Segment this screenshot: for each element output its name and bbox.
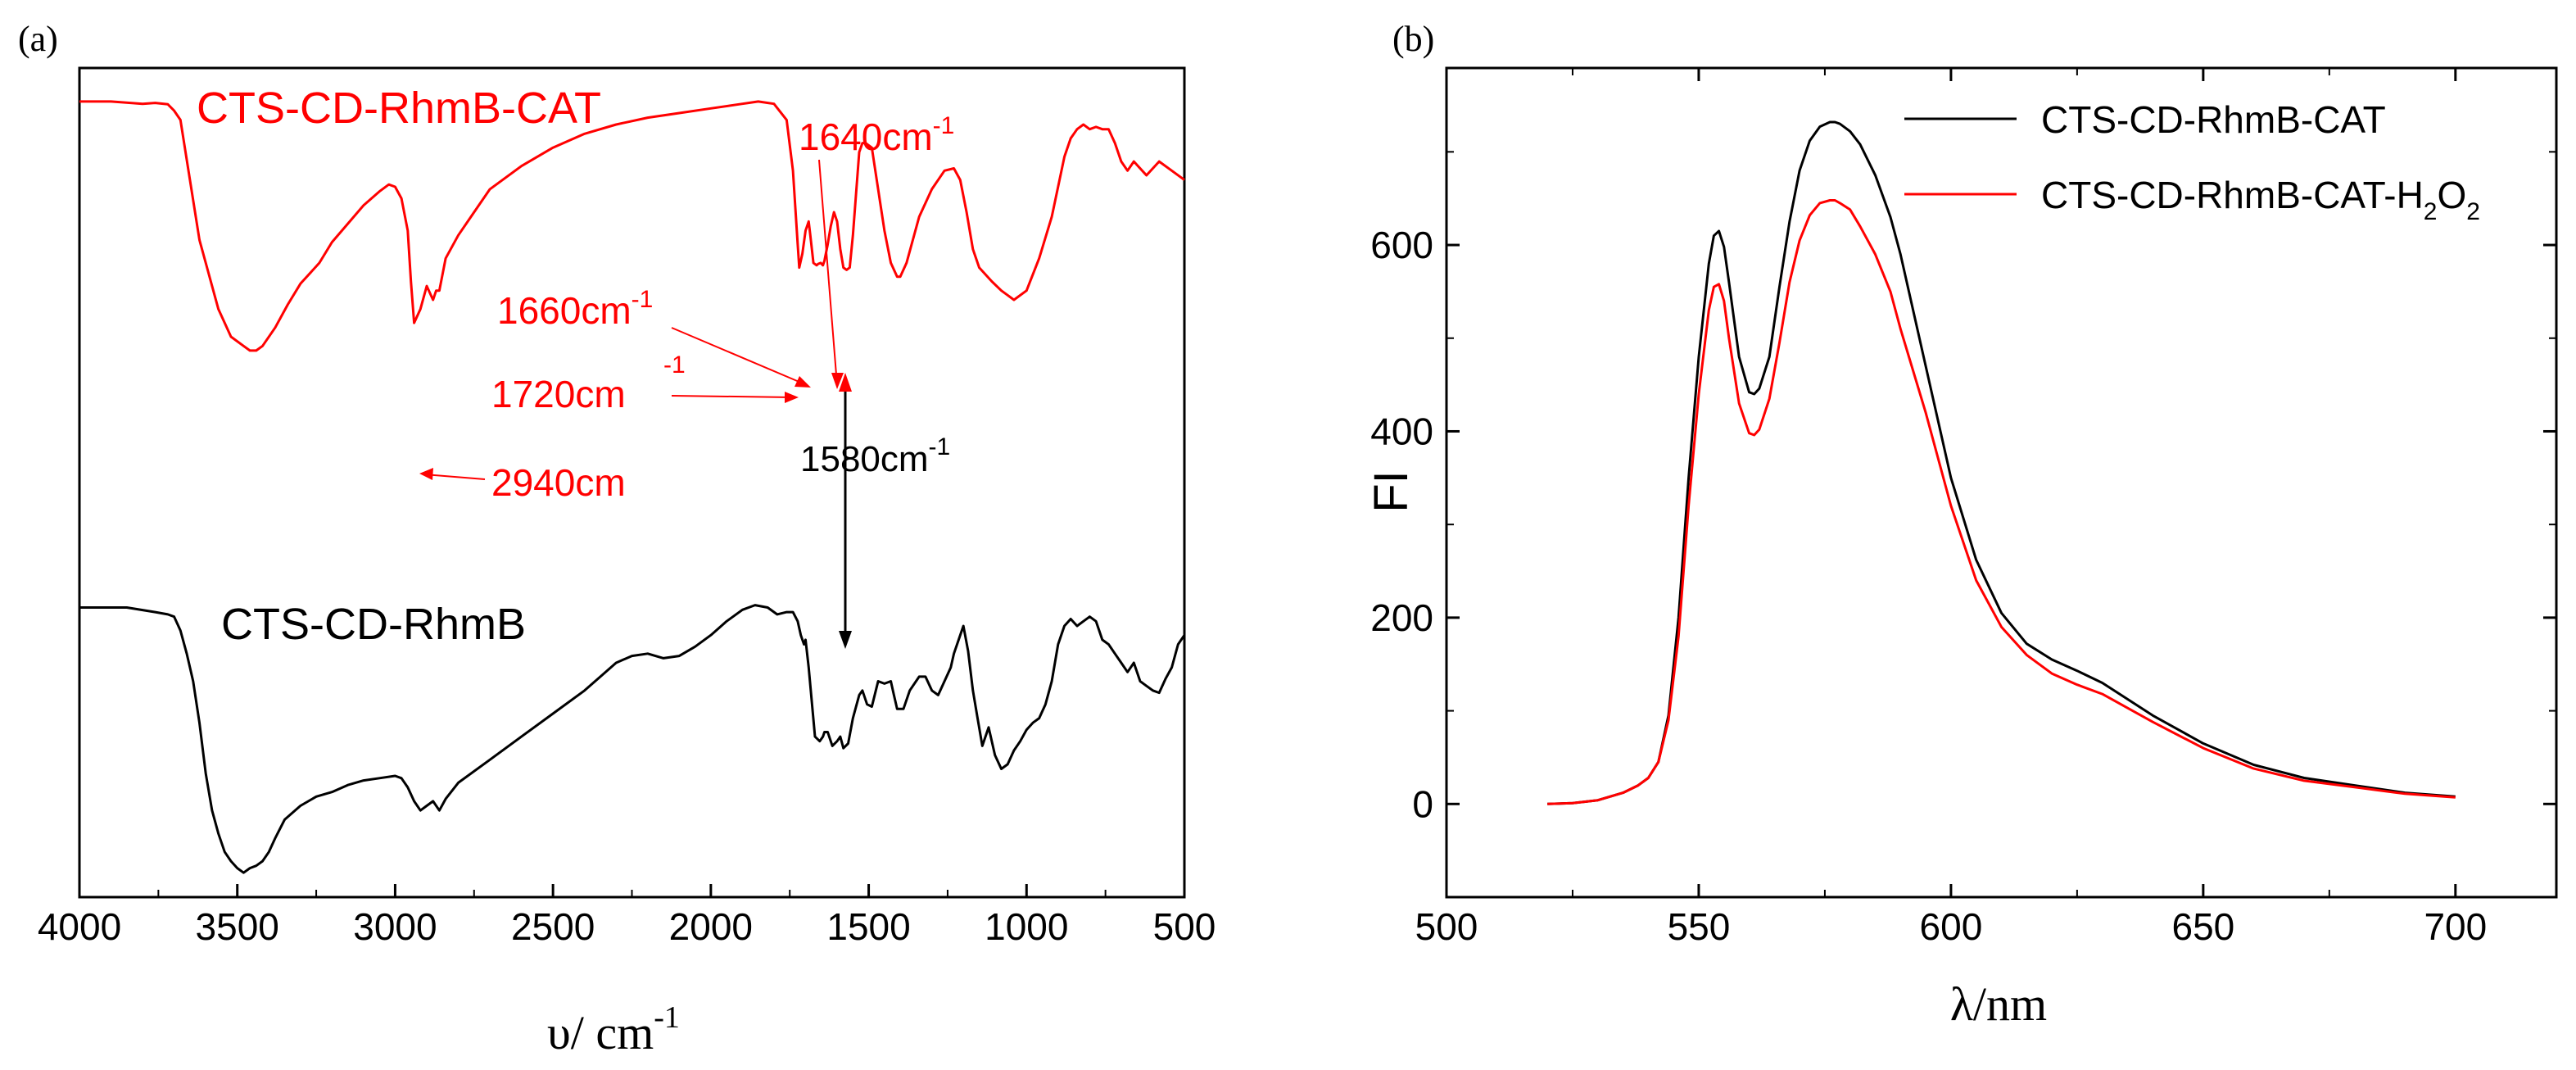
series-line-b-cts-cd-rhmb-cat: [1547, 120, 2456, 805]
series-label-cts-cd-rhmb-cat: CTS-CD-RhmB-CAT: [197, 84, 601, 133]
annotation-1640-text: 1640cm: [799, 116, 933, 158]
annotation-2940-arrow: [423, 474, 486, 480]
panel-b-x-tick-label: 500: [1415, 905, 1478, 948]
panel-a-label: (a): [18, 19, 58, 59]
annotation-1660-arrowhead: [795, 376, 811, 388]
svg-text:1580cm-1: 1580cm-1: [800, 433, 950, 479]
panel-b-series-group: [1547, 120, 2456, 805]
panel-b-y-tick-label: 0: [1412, 782, 1433, 825]
panel-a-x-tick-label: 2500: [511, 905, 595, 948]
panel-b-y-tick-label: 400: [1370, 410, 1433, 452]
legend-label-cts-cd-rhmb-cat: CTS-CD-RhmB-CAT: [2041, 98, 2386, 141]
panel-b-legend: CTS-CD-RhmB-CAT CTS-CD-RhmB-CAT-H2O2: [1904, 98, 2480, 225]
annotation-1640-arrowhead: [831, 373, 844, 389]
panel-a-x-tick-label: 4000: [38, 905, 121, 948]
series-line-b-cts-cd-rhmb-cat-h2o2: [1547, 199, 2456, 805]
panel-b: (b) 500 550 600 650 700 0 200 400 600 CTS-CD-Rhm…: [1365, 19, 2558, 1031]
panel-a-x-tick-label: 3000: [353, 905, 437, 948]
annotation-1580-sup: -1: [929, 433, 951, 460]
annotation-1720-text: 1720cm: [491, 373, 626, 415]
series-label-cts-cd-rhmb: CTS-CD-RhmB: [221, 600, 526, 649]
panel-a-x-axis-label-sup: -1: [654, 1000, 680, 1035]
annotation-2940: 2940cm: [419, 461, 626, 504]
panel-b-y-tick-label: 200: [1370, 596, 1433, 639]
annotation-1640-arrow: [818, 159, 838, 386]
panel-b-x-axis-label: λ/nm: [1950, 977, 2047, 1031]
annotation-1720-arrow: [671, 395, 794, 398]
annotation-1660-text: 1660cm: [497, 289, 632, 332]
panel-b-y-tick-label: 600: [1370, 224, 1433, 266]
annotation-1640-sup: -1: [933, 112, 955, 139]
svg-text:υ/ cm-1: υ/ cm-1: [547, 1000, 680, 1059]
annotation-1580: 1580cm-1: [800, 373, 950, 649]
panel-b-axes: 500 550 600 650 700 0 200 400 600: [1370, 68, 2556, 948]
panel-b-label: (b): [1392, 19, 1434, 59]
legend-label-cts-cd-rhmb-cat-h2o2: CTS-CD-RhmB-CAT-H2O2: [2041, 174, 2480, 225]
annotation-1720: 1720cm -1: [491, 351, 799, 415]
panel-a-x-tick-label: 1500: [826, 905, 910, 948]
panel-b-x-tick-label: 600: [1920, 905, 1983, 948]
svg-text:1640cm-1: 1640cm-1: [799, 112, 954, 158]
panel-b-plot-frame: [1445, 66, 2558, 899]
annotation-2940-text: 2940cm: [491, 461, 626, 504]
annotation-1660-sup: -1: [632, 286, 654, 313]
annotation-1580-text: 1580cm: [800, 439, 929, 479]
panel-a-series-group: [79, 100, 1186, 874]
annotation-1720-arrowhead: [785, 392, 799, 403]
panel-a-x-axis: 4000 3500 3000 2500 2000 1500 1000 500: [38, 884, 1216, 948]
panel-b-x-tick-label: 700: [2424, 905, 2487, 948]
panel-b-y-axis-label: FI: [1365, 470, 1418, 513]
annotation-2940-arrowhead: [419, 468, 433, 480]
annotation-1580-arrowhead-up: [839, 373, 852, 392]
annotation-1660-arrow: [671, 327, 808, 386]
series-line-cts-cd-rhmb-cat: [79, 100, 1185, 352]
svg-text:1660cm-1: 1660cm-1: [497, 286, 653, 332]
series-line-cts-cd-rhmb: [79, 604, 1186, 874]
panel-a-x-tick-label: 500: [1153, 905, 1216, 948]
panel-b-x-tick-label: 650: [2171, 905, 2234, 948]
panel-a-x-tick-label: 3500: [196, 905, 279, 948]
panel-a-x-tick-label: 2000: [669, 905, 753, 948]
panel-a-x-tick-label: 1000: [985, 905, 1068, 948]
annotation-1720-sup: -1: [663, 351, 686, 379]
annotation-1660: 1660cm-1: [497, 286, 811, 388]
panel-b-x-tick-label: 550: [1668, 905, 1731, 948]
annotation-1580-arrowhead-down: [839, 631, 852, 649]
panel-a-x-axis-label: υ/ cm: [547, 1006, 654, 1059]
annotation-1640: 1640cm-1: [799, 112, 954, 389]
panel-a: (a) 4000 3500 3000 2500 2000 1500 1000 500 CTS-…: [18, 19, 1216, 1059]
